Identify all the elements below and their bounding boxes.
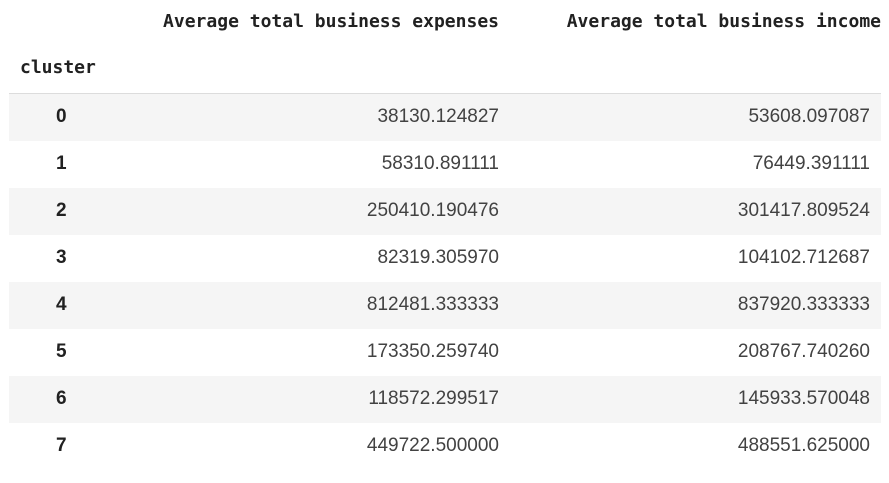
index-name-row: cluster (9, 46, 881, 94)
income-cell: 53608.097087 (748, 106, 870, 127)
column-header-income: Average total business income (566, 11, 881, 32)
table-row: 6 118572.299517 145933.570048 (9, 376, 881, 423)
dataframe-table: Average total business expenses Average … (9, 0, 881, 470)
income-cell: 76449.391111 (752, 153, 870, 174)
table-row: 5 173350.259740 208767.740260 (9, 329, 881, 376)
table-row: 7 449722.500000 488551.625000 (9, 423, 881, 470)
row-index: 7 (56, 435, 67, 456)
column-header-row: Average total business expenses Average … (9, 0, 881, 46)
row-index: 6 (56, 388, 67, 409)
expenses-cell: 118572.299517 (368, 388, 499, 409)
expenses-cell: 173350.259740 (366, 341, 499, 362)
row-index: 3 (56, 247, 67, 268)
row-index: 2 (56, 200, 67, 221)
expenses-cell: 812481.333333 (366, 294, 499, 315)
column-header-expenses: Average total business expenses (163, 11, 499, 32)
row-index: 5 (56, 341, 67, 362)
index-name-label: cluster (20, 57, 96, 78)
row-index: 1 (56, 153, 67, 174)
expenses-cell: 58310.891111 (381, 153, 499, 174)
row-index: 4 (56, 294, 67, 315)
table-row: 4 812481.333333 837920.333333 (9, 282, 881, 329)
expenses-cell: 449722.500000 (366, 435, 499, 456)
income-cell: 208767.740260 (737, 341, 870, 362)
row-index: 0 (56, 106, 67, 127)
expenses-cell: 38130.124827 (377, 106, 499, 127)
expenses-cell: 82319.305970 (377, 247, 499, 268)
income-cell: 301417.809524 (737, 200, 870, 221)
expenses-cell: 250410.190476 (366, 200, 499, 221)
table-row: 2 250410.190476 301417.809524 (9, 188, 881, 235)
table-row: 1 58310.891111 76449.391111 (9, 141, 881, 188)
income-cell: 145933.570048 (737, 388, 870, 409)
income-cell: 488551.625000 (737, 435, 870, 456)
income-cell: 837920.333333 (737, 294, 870, 315)
table-row: 3 82319.305970 104102.712687 (9, 235, 881, 282)
table-row: 0 38130.124827 53608.097087 (9, 94, 881, 141)
income-cell: 104102.712687 (737, 247, 870, 268)
